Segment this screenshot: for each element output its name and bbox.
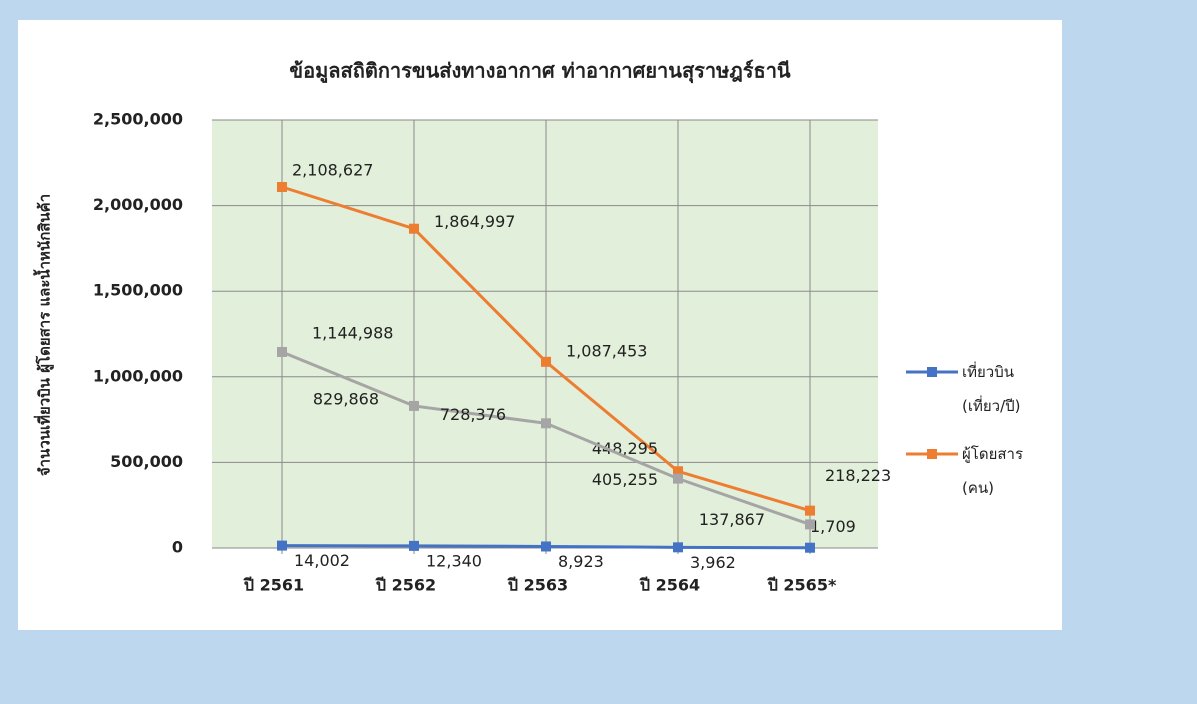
y-tick-label: 2,000,000	[93, 195, 183, 214]
data-point	[541, 356, 551, 367]
data-label: 1,144,988	[312, 323, 393, 342]
y-tick-label: 500,000	[110, 452, 183, 471]
data-point	[277, 182, 287, 193]
data-label: 405,255	[592, 470, 658, 489]
y-tick-label: 0	[172, 538, 183, 557]
data-point	[409, 540, 419, 551]
data-label: 728,376	[440, 405, 506, 424]
data-point	[673, 473, 683, 484]
x-tick-label: ปี 2561	[242, 576, 304, 595]
data-point	[277, 540, 287, 551]
data-point	[673, 466, 683, 477]
x-tick-label: ปี 2564	[638, 576, 700, 595]
y-tick-label: 2,500,000	[93, 110, 183, 129]
data-label: 1,709	[810, 517, 856, 536]
data-label: 2,108,627	[292, 161, 373, 180]
data-label: 14,002	[294, 551, 350, 570]
plot-area	[212, 120, 878, 548]
y-tick-label: 1,000,000	[93, 366, 183, 385]
legend-label: เที่ยวบิน (เที่ยว/ปี)	[962, 363, 1021, 415]
y-axis-label: จำนวนเที่ยวบิน ผู้โดยสาร และน้ำหนักสินค้…	[33, 194, 55, 476]
data-point	[409, 223, 419, 234]
data-label: 218,223	[825, 466, 891, 485]
data-point	[673, 542, 683, 553]
legend-marker	[927, 449, 937, 459]
data-label: 1,864,997	[434, 212, 515, 231]
data-label: 1,087,453	[566, 341, 647, 360]
data-label: 8,923	[558, 552, 604, 571]
x-tick-label: ปี 2562	[374, 576, 436, 595]
data-point	[409, 400, 419, 411]
x-tick-label: ปี 2563	[506, 576, 568, 595]
data-point	[805, 519, 815, 530]
data-point	[541, 541, 551, 552]
data-label: 829,868	[313, 389, 379, 408]
data-point	[277, 346, 287, 357]
data-label: 3,962	[690, 553, 736, 572]
data-label: 12,340	[426, 551, 482, 570]
data-point	[805, 542, 815, 553]
x-tick-label: ปี 2565*	[766, 576, 837, 595]
data-point	[541, 418, 551, 429]
legend-marker	[927, 367, 937, 377]
data-label: 137,867	[699, 510, 765, 529]
data-label: 448,295	[592, 439, 658, 458]
y-tick-label: 1,500,000	[93, 281, 183, 300]
legend-label: ผู้โดยสาร (คน)	[962, 445, 1024, 497]
data-point	[805, 505, 815, 516]
chart-title: ข้อมูลสถิติการขนส่งทางอากาศ ท่าอากาศยานส…	[289, 59, 791, 85]
